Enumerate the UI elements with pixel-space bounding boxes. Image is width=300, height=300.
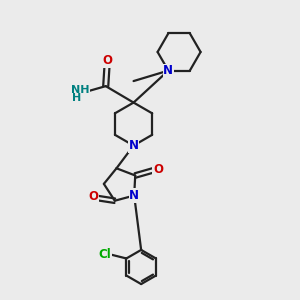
Text: H: H [72,93,81,103]
Text: N: N [129,139,139,152]
Text: O: O [88,190,98,203]
Text: NH: NH [71,85,90,95]
Text: N: N [163,64,173,77]
Text: O: O [102,54,112,67]
Text: Cl: Cl [98,248,111,261]
Text: N: N [129,189,139,202]
Text: O: O [153,163,163,176]
